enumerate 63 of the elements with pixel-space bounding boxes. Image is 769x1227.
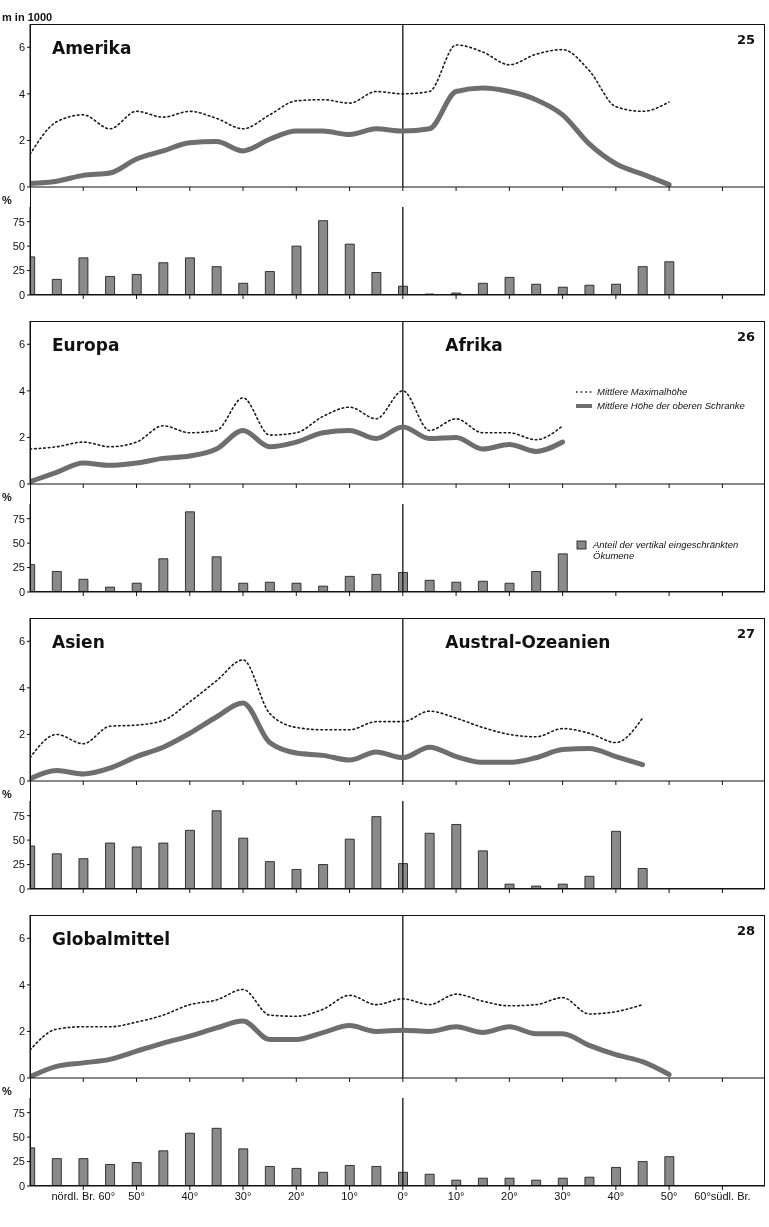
legend-label: Mittlere Maximalhöhe (597, 386, 688, 398)
annotation: 27 (736, 626, 755, 641)
y-tick-label: 75 (12, 512, 25, 525)
legend-label: Anteil der vertikal eingeschränkten Ökumene (593, 539, 740, 562)
x-tick-label: 20° (287, 1189, 305, 1202)
annotation: Amerika (52, 38, 132, 58)
y-axis-title: m in 1000 (2, 11, 53, 23)
y-tick-label: 75 (12, 1106, 25, 1119)
annotation: Europa (52, 335, 120, 355)
y-tick-label: 6 (18, 41, 25, 54)
y-axis-title: % (2, 194, 12, 206)
x-tick-label: 0° (397, 1189, 409, 1202)
legend-label: Mittlere Höhe der oberen Schranke (597, 400, 745, 412)
y-tick-label: 2 (18, 431, 25, 444)
y-tick-label: 0 (18, 882, 25, 895)
y-axis-title: % (2, 1085, 12, 1097)
y-tick-label: 75 (12, 215, 25, 228)
y-tick-label: 4 (18, 681, 25, 694)
y-tick-label: 4 (18, 978, 25, 991)
x-tick-label: 10° (447, 1189, 465, 1202)
y-tick-label: 0 (18, 288, 25, 301)
y-tick-label: 2 (18, 1025, 25, 1038)
y-tick-label: 4 (18, 87, 25, 100)
y-tick-label: 75 (12, 809, 25, 822)
y-tick-label: 0 (18, 477, 25, 490)
y-axis-title: % (2, 788, 12, 800)
y-tick-label: 50 (12, 240, 25, 253)
x-tick-label: 30° (554, 1189, 571, 1202)
y-tick-label: 6 (18, 338, 25, 351)
y-tick-label: 0 (18, 1179, 25, 1192)
y-tick-label: 50 (12, 834, 25, 847)
y-tick-label: 2 (18, 728, 25, 741)
annotation: 28 (736, 923, 755, 938)
y-tick-label: 0 (18, 585, 25, 598)
x-tick-label: 40° (607, 1189, 625, 1202)
annotation: Austral-Ozeanien (445, 632, 611, 652)
x-tick-label: 20° (501, 1189, 518, 1202)
x-tick-label: 40° (181, 1189, 199, 1202)
annotation: Afrika (445, 335, 503, 355)
y-tick-label: 0 (18, 180, 25, 193)
y-tick-label: 0 (18, 1071, 25, 1084)
annotation: Globalmittel (52, 929, 171, 949)
y-tick-label: 6 (18, 635, 25, 648)
y-tick-label: 25 (12, 264, 25, 277)
y-tick-label: 2 (18, 134, 25, 147)
annotation: 25 (736, 32, 755, 47)
y-tick-label: 4 (18, 384, 25, 397)
annotation: 26 (736, 329, 755, 344)
y-axis-title: % (2, 491, 12, 503)
x-tick-label: 50° (128, 1189, 145, 1202)
annotation: Asien (52, 632, 105, 652)
y-tick-label: 25 (12, 858, 25, 871)
x-tick-label: nördl. Br. 60° (51, 1189, 116, 1202)
x-tick-label: 10° (341, 1189, 358, 1202)
y-tick-label: 50 (12, 537, 25, 550)
y-tick-label: 0 (18, 774, 25, 787)
y-tick-label: 6 (18, 932, 25, 945)
y-tick-label: 50 (12, 1131, 25, 1144)
y-tick-label: 25 (12, 1155, 25, 1168)
x-tick-label: 50° (660, 1189, 678, 1202)
x-tick-label: 60°südl. Br. (694, 1189, 751, 1202)
x-tick-label: 30° (234, 1189, 252, 1202)
y-tick-label: 25 (12, 561, 25, 574)
